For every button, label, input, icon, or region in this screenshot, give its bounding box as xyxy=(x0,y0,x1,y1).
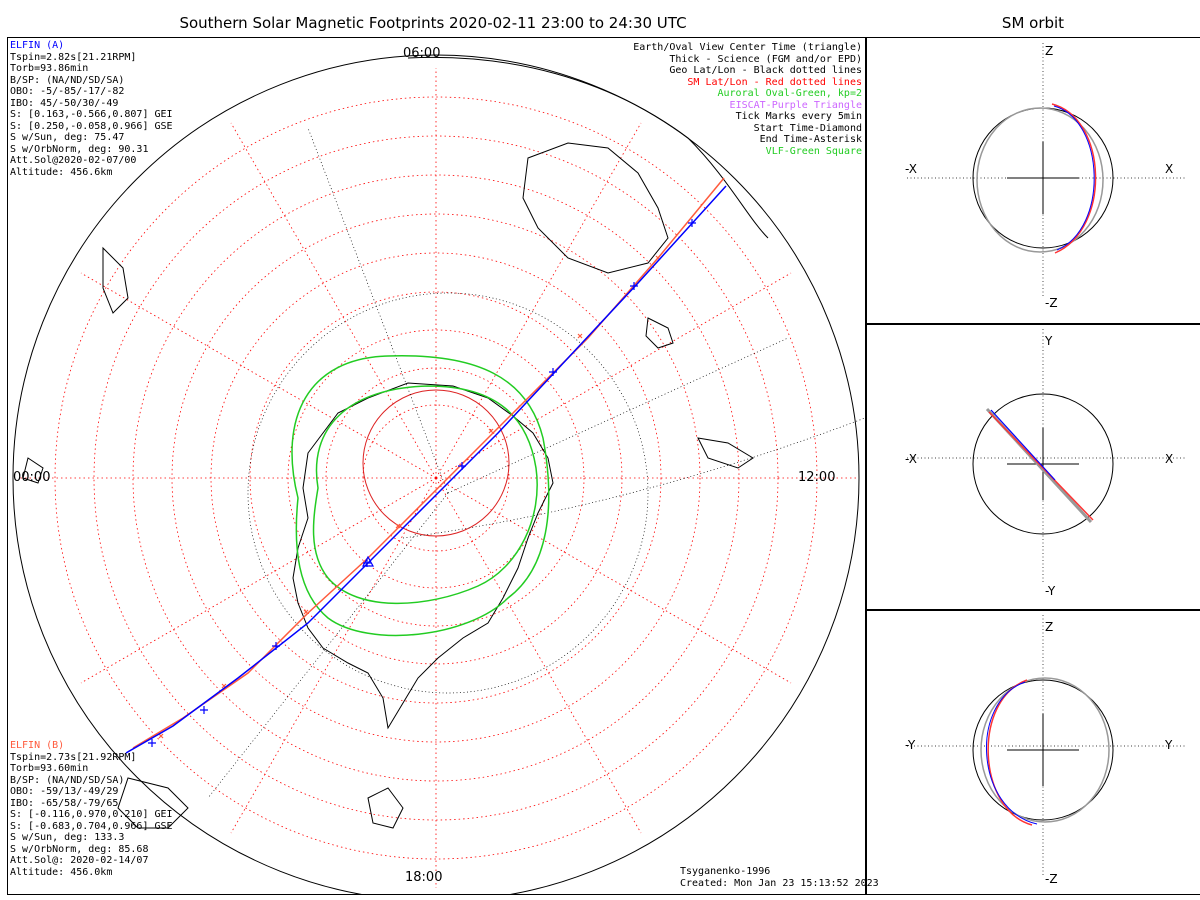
elfin-b-line: Tspin=2.73s[21.92RPM] xyxy=(10,751,137,763)
legend-item: End Time-Asterisk xyxy=(759,134,862,145)
elfin-b-line: IBO: -65/58/-79/65 xyxy=(10,797,119,809)
legend: Earth/Oval View Center Time (triangle) T… xyxy=(633,42,862,157)
panel-3-right-label: Y xyxy=(1165,738,1173,752)
elfin-a-line: IBO: 45/-50/30/-49 xyxy=(10,97,119,109)
mlt-label-top: 06:00 xyxy=(403,46,441,61)
footprint-map xyxy=(12,54,865,894)
legend-item: EISCAT-Purple Triangle xyxy=(729,99,862,111)
elfin-a-line: Torb=93.86min xyxy=(10,63,89,74)
mlt-label-left: 00:00 xyxy=(13,470,51,485)
track-elfin-b xyxy=(132,177,725,749)
legend-item: Thick - Science (FGM and/or EPD) xyxy=(669,53,862,65)
elfin-a-line: S: [0.163,-0.566,0.807] GEI xyxy=(10,109,173,120)
created-label: Created: Mon Jan 23 15:13:52 2023 xyxy=(680,877,879,889)
elfin-a-info: ELFIN (A) Tspin=2.82s[21.21RPM] Torb=93.… xyxy=(10,40,173,178)
track-elfin-a xyxy=(125,185,727,754)
panel-3-top-label: Z xyxy=(1045,620,1054,634)
legend-item: Start Time-Diamond xyxy=(753,122,862,134)
panel-2-bottom-label: -Y xyxy=(1045,584,1056,598)
elfin-a-line: Altitude: 456.6km xyxy=(10,166,113,178)
sm-orbit-panel-xz: Z -Z -X X xyxy=(866,37,1200,325)
panel-2-top-label: Y xyxy=(1045,334,1053,348)
side-title: SM orbit xyxy=(1001,14,1065,32)
elfin-b-line: S w/OrbNorm, deg: 85.68 xyxy=(10,843,149,855)
elfin-a-line: B/SP: (NA/ND/SD/SA) xyxy=(10,74,125,86)
legend-item: Tick Marks every 5min xyxy=(735,111,862,122)
auroral-oval xyxy=(291,355,550,637)
elfin-a-line: Att.Sol@2020-02-07/00 xyxy=(10,155,137,166)
main-title: Southern Solar Magnetic Footprints 2020-… xyxy=(179,14,687,32)
footer: Tsyganenko-1996 Created: Mon Jan 23 15:1… xyxy=(680,866,879,889)
legend-item: VLF-Green Square xyxy=(765,145,862,157)
elfin-b-line: S w/Sun, deg: 133.3 xyxy=(10,832,125,843)
sm-longitude-lines xyxy=(18,68,856,888)
elfin-a-name: ELFIN (A) xyxy=(10,40,65,51)
mlt-label-right: 12:00 xyxy=(798,470,836,485)
panel-2-right-label: X xyxy=(1165,452,1174,466)
elfin-a-line: OBO: -5/-85/-17/-82 xyxy=(10,86,125,97)
legend-item: Earth/Oval View Center Time (triangle) xyxy=(633,42,862,53)
view-center-triangle xyxy=(361,555,375,567)
sm-orbit-panel-xy: Y -Y -X X xyxy=(866,323,1200,611)
panel-1-left-label: -X xyxy=(905,162,917,176)
sm-orbit-panel-yz: Z -Z -Y Y xyxy=(866,609,1200,895)
track-b-ticks xyxy=(158,255,661,739)
panel-1-top-label: Z xyxy=(1045,44,1054,58)
panel-2-left-label: -X xyxy=(905,452,917,466)
elfin-b-line: Att.Sol@: 2020-02-14/07 xyxy=(10,855,149,866)
elfin-b-info: ELFIN (B) Tspin=2.73s[21.92RPM] Torb=93.… xyxy=(10,740,173,878)
legend-item: Geo Lat/Lon - Black dotted lines xyxy=(669,65,862,76)
model-label: Tsyganenko-1996 xyxy=(680,866,771,877)
panel-1-right-label: X xyxy=(1165,162,1174,176)
panel-3-left-label: -Y xyxy=(905,738,916,752)
orbit-plot-xz xyxy=(907,43,1187,298)
elfin-b-line: S: [-0.683,0.704,0.966] GSE xyxy=(10,820,173,832)
map-boundary xyxy=(12,54,860,894)
elfin-b-line: S: [-0.116,0.970,0.210] GEI xyxy=(10,809,173,820)
panel-1-bottom-label: -Z xyxy=(1045,296,1058,310)
elfin-a-line: S w/Sun, deg: 75.47 xyxy=(10,132,125,143)
orbit-plot-yz xyxy=(907,615,1187,875)
elfin-b-line: B/SP: (NA/ND/SD/SA) xyxy=(10,774,125,786)
elfin-a-line: Tspin=2.82s[21.21RPM] xyxy=(10,51,137,63)
elfin-a-line: S: [0.250,-0.058,0.966] GSE xyxy=(10,120,173,132)
geo-grid xyxy=(207,127,865,799)
elfin-b-line: Altitude: 456.0km xyxy=(10,866,113,878)
sm-pole-circle xyxy=(362,389,510,537)
legend-item: SM Lat/Lon - Red dotted lines xyxy=(687,76,862,88)
track-a-ticks xyxy=(148,219,696,747)
elfin-b-name: ELFIN (B) xyxy=(10,740,65,751)
elfin-b-line: Torb=93.60min xyxy=(10,763,89,774)
mlt-label-bottom: 18:00 xyxy=(405,870,443,885)
elfin-b-line: OBO: -59/13/-49/29 xyxy=(10,786,119,797)
footprint-map-frame: 06:00 00:00 12:00 18:00 ELFIN (A) Tspin=… xyxy=(7,37,879,895)
panel-3-bottom-label: -Z xyxy=(1045,872,1058,886)
elfin-a-line: S w/OrbNorm, deg: 90.31 xyxy=(10,143,149,155)
orbit-plot-xy xyxy=(907,329,1187,584)
legend-item: Auroral Oval-Green, kp=2 xyxy=(717,88,863,99)
